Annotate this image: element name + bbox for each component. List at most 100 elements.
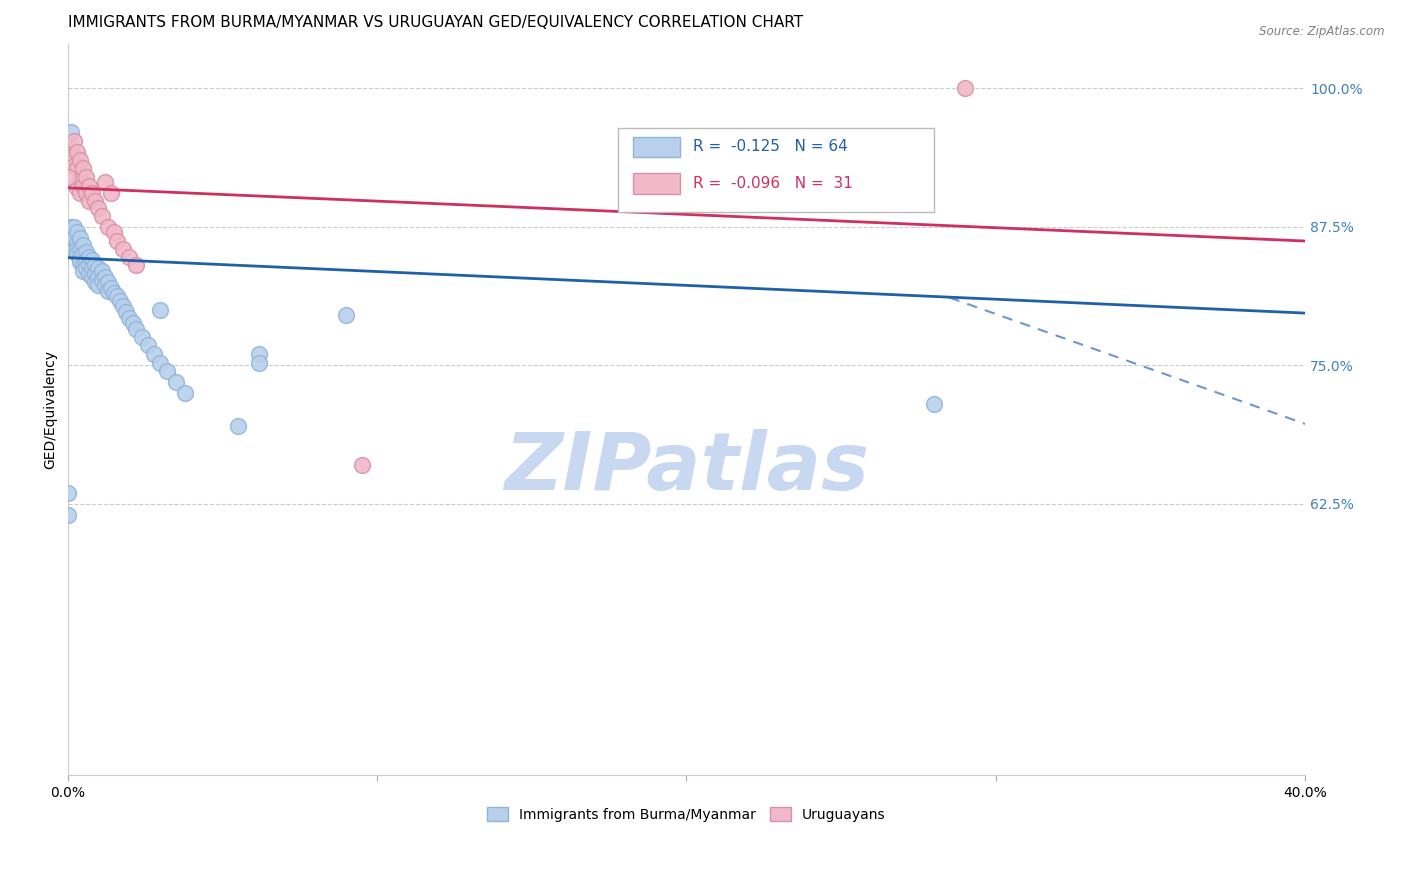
Point bbox=[66, 242, 89, 256]
Point bbox=[75, 186, 97, 201]
Point bbox=[149, 302, 172, 317]
Point bbox=[69, 172, 91, 186]
Point bbox=[103, 286, 125, 301]
Point bbox=[77, 250, 100, 264]
Point bbox=[72, 178, 94, 193]
Point bbox=[112, 242, 135, 256]
Point bbox=[59, 150, 82, 164]
Point bbox=[103, 225, 125, 239]
Point bbox=[84, 194, 107, 208]
Point bbox=[62, 230, 84, 244]
Point bbox=[247, 347, 270, 361]
Text: ZIPatlas: ZIPatlas bbox=[503, 429, 869, 508]
Point bbox=[149, 356, 172, 370]
Point bbox=[97, 219, 120, 234]
Point bbox=[108, 293, 131, 308]
Point bbox=[62, 219, 84, 234]
Point bbox=[62, 242, 84, 256]
Point bbox=[56, 485, 79, 500]
Point bbox=[953, 81, 976, 95]
Point bbox=[69, 242, 91, 256]
Point bbox=[66, 225, 89, 239]
Point bbox=[66, 236, 89, 251]
Point bbox=[118, 310, 141, 325]
Point bbox=[350, 458, 373, 472]
Point bbox=[82, 269, 104, 284]
Point bbox=[105, 289, 128, 303]
Point bbox=[131, 330, 153, 344]
Point bbox=[59, 236, 82, 251]
Point bbox=[90, 273, 112, 287]
Point bbox=[69, 250, 91, 264]
Point bbox=[100, 280, 122, 294]
Point bbox=[82, 186, 104, 201]
Point bbox=[124, 259, 146, 273]
Point bbox=[93, 269, 115, 284]
Text: R =  -0.125   N = 64: R = -0.125 N = 64 bbox=[693, 139, 848, 154]
Point bbox=[82, 260, 104, 275]
Text: Source: ZipAtlas.com: Source: ZipAtlas.com bbox=[1260, 25, 1385, 38]
Point bbox=[121, 316, 143, 330]
Point bbox=[62, 134, 84, 148]
Point bbox=[155, 364, 177, 378]
Bar bbox=[633, 173, 681, 194]
Point bbox=[118, 250, 141, 264]
Point bbox=[87, 260, 110, 275]
Point bbox=[69, 230, 91, 244]
Point bbox=[69, 255, 91, 269]
Point bbox=[174, 386, 197, 401]
Point bbox=[100, 186, 122, 201]
Point bbox=[87, 269, 110, 284]
Point bbox=[72, 247, 94, 261]
Point bbox=[75, 245, 97, 260]
Point bbox=[115, 305, 138, 319]
Point bbox=[72, 264, 94, 278]
Point bbox=[66, 247, 89, 261]
Point bbox=[66, 181, 89, 195]
Point bbox=[77, 194, 100, 208]
Point bbox=[69, 153, 91, 167]
Point bbox=[247, 356, 270, 370]
Point bbox=[93, 175, 115, 189]
Legend: Immigrants from Burma/Myanmar, Uruguayans: Immigrants from Burma/Myanmar, Uruguayan… bbox=[482, 801, 891, 827]
Bar bbox=[633, 136, 681, 157]
Point bbox=[72, 259, 94, 273]
Point bbox=[77, 259, 100, 273]
Point bbox=[112, 300, 135, 314]
Point bbox=[165, 375, 187, 389]
Point bbox=[69, 186, 91, 201]
Point bbox=[143, 347, 166, 361]
Point bbox=[59, 125, 82, 139]
Point bbox=[87, 201, 110, 215]
Point bbox=[124, 321, 146, 335]
Point bbox=[66, 145, 89, 160]
Text: R =  -0.096   N =  31: R = -0.096 N = 31 bbox=[693, 176, 852, 191]
Point bbox=[84, 268, 107, 282]
Point bbox=[226, 419, 249, 434]
Point bbox=[62, 159, 84, 173]
Point bbox=[90, 264, 112, 278]
Point bbox=[97, 275, 120, 289]
Point bbox=[59, 142, 82, 156]
Point bbox=[59, 153, 82, 167]
Point bbox=[75, 260, 97, 275]
Point bbox=[56, 508, 79, 522]
Point bbox=[136, 338, 159, 352]
FancyBboxPatch shape bbox=[619, 128, 934, 212]
Point bbox=[66, 161, 89, 175]
Text: IMMIGRANTS FROM BURMA/MYANMAR VS URUGUAYAN GED/EQUIVALENCY CORRELATION CHART: IMMIGRANTS FROM BURMA/MYANMAR VS URUGUAY… bbox=[67, 15, 803, 30]
Point bbox=[84, 275, 107, 289]
Point bbox=[87, 278, 110, 293]
Point bbox=[77, 268, 100, 282]
Point bbox=[922, 397, 945, 411]
Point bbox=[75, 252, 97, 267]
Point bbox=[72, 161, 94, 175]
Point bbox=[105, 234, 128, 248]
Point bbox=[90, 209, 112, 223]
Point bbox=[77, 178, 100, 193]
Point bbox=[75, 169, 97, 184]
Point bbox=[59, 219, 82, 234]
Point bbox=[56, 169, 79, 184]
Point bbox=[93, 278, 115, 293]
Point bbox=[72, 238, 94, 252]
